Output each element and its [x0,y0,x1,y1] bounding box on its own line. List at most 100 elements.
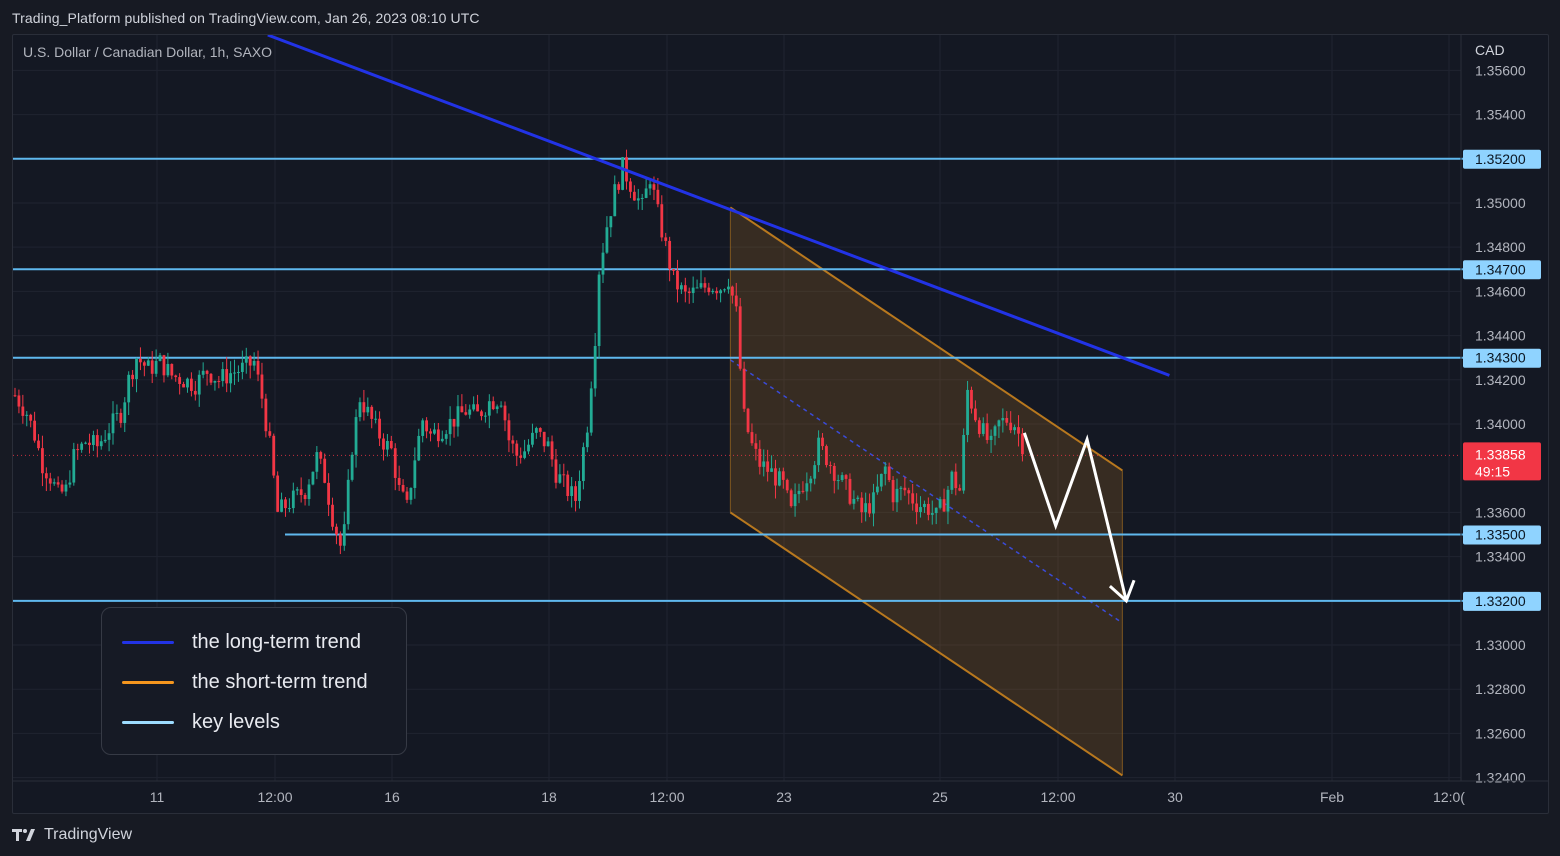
candle-body [260,374,264,399]
candle-body [315,452,319,472]
candle-body [860,497,864,513]
candle-body [656,189,660,205]
candle-body [476,404,479,412]
candle-body [828,465,832,467]
price-axis-currency: CAD [1475,42,1505,58]
candle-body [966,389,969,435]
time-tick-label: 18 [541,789,557,805]
candle-body [468,409,472,415]
candle-body [899,487,903,489]
candle-body [123,402,127,423]
time-tick-label: 11 [150,789,165,805]
candle-body [840,475,844,481]
candle-body [809,478,813,484]
candle-body [303,494,307,500]
candle-body [778,471,781,486]
candle-body [436,429,440,442]
candle-body [801,490,805,492]
publish-header: Trading_Platform published on TradingVie… [12,10,480,26]
candle-body [825,446,828,466]
candle-body [68,482,72,485]
candle-body [201,370,205,375]
candle-body [480,411,483,417]
candle-body [119,412,123,423]
short-term-channel [729,206,1123,777]
price-axis: CAD 1.35600 1.35400 1.35000 1.34800 1.34600 1.… [1463,42,1541,786]
candle-body [37,440,40,449]
candle-body [915,503,918,512]
candle-body [523,451,526,458]
long-term-trendline[interactable] [267,35,1170,377]
chart-pane[interactable]: CAD 1.35600 1.35400 1.35000 1.34800 1.34600 1.… [12,34,1549,814]
candle-body [44,473,48,479]
tradingview-logo-footer[interactable]: TradingView [12,826,132,844]
projection-zigzag[interactable] [1022,432,1128,602]
candle-body [135,358,138,380]
candle-body [781,471,785,480]
candle-body [993,426,997,436]
current-price-label: 1.33858 [1475,446,1526,462]
candle-body [197,374,201,395]
channel-upper-edge[interactable] [729,206,1123,472]
legend-box: the long-term trend the short-term trend… [101,607,407,755]
candle-body [139,358,142,363]
candle-body [386,440,389,450]
candle-body [299,489,303,495]
candle-body [762,461,766,467]
candle-body [738,306,742,369]
candle-body [41,448,44,474]
tradingview-logo-icon [12,829,35,841]
candle-body [785,479,789,491]
candle-body [844,475,848,479]
candle-body [648,184,652,189]
key-level-badge-label: 1.34700 [1475,261,1526,277]
candle-body [985,423,989,440]
candle-body [48,478,52,484]
time-tick-label: 12:00 [1040,789,1075,805]
candle-body [883,466,887,474]
candle-body [244,356,248,363]
candle-body [856,497,860,499]
candle-body [1009,422,1013,431]
candle-body [92,435,95,445]
candle-body [742,368,746,409]
legend-item-key-levels: key levels [122,710,280,734]
candle-body [989,435,993,440]
candle-body [997,420,1001,427]
candle-body [64,484,68,492]
channel-lower-edge[interactable] [729,511,1123,777]
candle-body [534,428,538,433]
candle-body [805,483,809,492]
candle-body [977,420,981,434]
candle-body [256,360,260,375]
candle-body [680,285,683,290]
candle-body [397,477,401,485]
candle-body [178,377,182,384]
candle-body [687,291,691,294]
candle-body [734,295,738,307]
candle-body [668,240,672,270]
key-level-badge-label: 1.34300 [1475,350,1526,366]
candle-body [421,420,425,436]
candle-body [382,438,385,450]
candle-body [946,489,950,512]
candle-body [601,252,605,275]
candle-body [327,482,330,505]
candle-body [237,371,240,373]
key-level-badge [1463,591,1541,611]
candle-body [472,404,476,410]
candle-body [578,481,581,501]
candle-body [252,360,256,366]
candle-body [542,431,546,447]
candle-body [217,380,221,382]
time-tick-label: 16 [384,789,400,805]
candle-body [88,442,91,445]
candle-body [425,420,428,432]
candle-body [346,479,350,525]
candle-body [664,237,668,241]
legend-item-short-term: the short-term trend [122,670,368,694]
candle-body [288,508,291,510]
key-level-badge-label: 1.33200 [1475,593,1526,609]
price-tick-label: 1.32800 [1475,681,1526,697]
candle-body [225,369,229,384]
